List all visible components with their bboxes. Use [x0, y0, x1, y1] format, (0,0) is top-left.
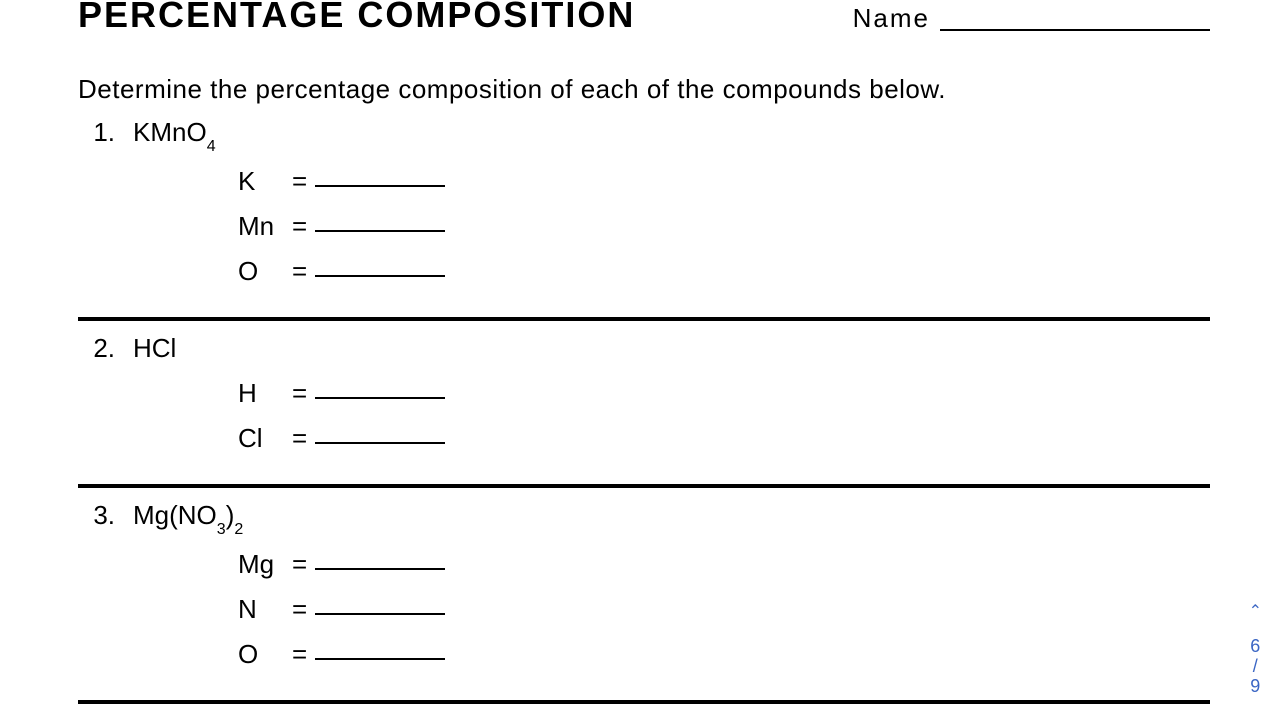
- problem-number: 2.: [78, 333, 133, 364]
- answer-blank[interactable]: [315, 613, 445, 615]
- problem-number: 3.: [78, 500, 133, 531]
- answer-blank[interactable]: [315, 658, 445, 660]
- chemical-formula: HCl: [133, 333, 176, 364]
- answer-blank[interactable]: [315, 568, 445, 570]
- problem-3: 3.Mg(NO3)2Mg=N=O=: [78, 500, 1210, 670]
- equals-sign: =: [292, 378, 307, 409]
- page-title: PERCENTAGE COMPOSITION: [78, 0, 635, 36]
- element-list: K=Mn=O=: [78, 166, 1210, 287]
- answer-blank[interactable]: [315, 230, 445, 232]
- problem-separator: [78, 700, 1210, 704]
- equals-sign: =: [292, 256, 307, 287]
- equals-sign: =: [292, 423, 307, 454]
- chemical-formula: KMnO4: [133, 117, 216, 152]
- equals-sign: =: [292, 639, 307, 670]
- element-symbol: Mg: [238, 549, 290, 580]
- answer-blank[interactable]: [315, 275, 445, 277]
- nav-total-pages: 9: [1250, 676, 1260, 696]
- problem-number: 1.: [78, 117, 133, 148]
- element-symbol: N: [238, 594, 290, 625]
- name-blank-line[interactable]: [940, 29, 1210, 31]
- chemical-formula: Mg(NO3)2: [133, 500, 243, 535]
- name-field: Name: [853, 3, 1210, 34]
- subscript: 3: [217, 521, 226, 538]
- problem-1: 1.KMnO4K=Mn=O=: [78, 117, 1210, 287]
- problem-head: 1.KMnO4: [78, 117, 1210, 152]
- problem-head: 3.Mg(NO3)2: [78, 500, 1210, 535]
- problem-separator: [78, 484, 1210, 488]
- element-row: O=: [78, 639, 1210, 670]
- nav-separator: /: [1253, 656, 1258, 676]
- instructions-text: Determine the percentage composition of …: [78, 74, 1210, 105]
- element-list: Mg=N=O=: [78, 549, 1210, 670]
- equals-sign: =: [292, 549, 307, 580]
- worksheet-page: PERCENTAGE COMPOSITION Name Determine th…: [0, 0, 1280, 704]
- answer-blank[interactable]: [315, 185, 445, 187]
- element-symbol: Mn: [238, 211, 290, 242]
- nav-current-page: 6: [1250, 636, 1260, 656]
- element-row: H=: [78, 378, 1210, 409]
- page-navigator[interactable]: ⌃ 6 / 9: [1249, 602, 1262, 696]
- element-row: Cl=: [78, 423, 1210, 454]
- equals-sign: =: [292, 211, 307, 242]
- element-symbol: O: [238, 639, 290, 670]
- element-row: Mn=: [78, 211, 1210, 242]
- element-row: O=: [78, 256, 1210, 287]
- problem-separator: [78, 317, 1210, 321]
- header-row: PERCENTAGE COMPOSITION Name: [78, 0, 1210, 36]
- subscript: 4: [207, 138, 216, 155]
- element-symbol: K: [238, 166, 290, 197]
- nav-up-icon[interactable]: ⌃: [1249, 602, 1262, 622]
- element-list: H=Cl=: [78, 378, 1210, 454]
- problem-head: 2.HCl: [78, 333, 1210, 364]
- element-symbol: Cl: [238, 423, 290, 454]
- equals-sign: =: [292, 594, 307, 625]
- element-symbol: O: [238, 256, 290, 287]
- problem-2: 2.HClH=Cl=: [78, 333, 1210, 454]
- problems-container: 1.KMnO4K=Mn=O=2.HClH=Cl=3.Mg(NO3)2Mg=N=O…: [78, 117, 1210, 704]
- element-row: N=: [78, 594, 1210, 625]
- subscript: 2: [234, 521, 243, 538]
- answer-blank[interactable]: [315, 442, 445, 444]
- name-label: Name: [853, 3, 930, 34]
- element-row: Mg=: [78, 549, 1210, 580]
- element-symbol: H: [238, 378, 290, 409]
- equals-sign: =: [292, 166, 307, 197]
- answer-blank[interactable]: [315, 397, 445, 399]
- element-row: K=: [78, 166, 1210, 197]
